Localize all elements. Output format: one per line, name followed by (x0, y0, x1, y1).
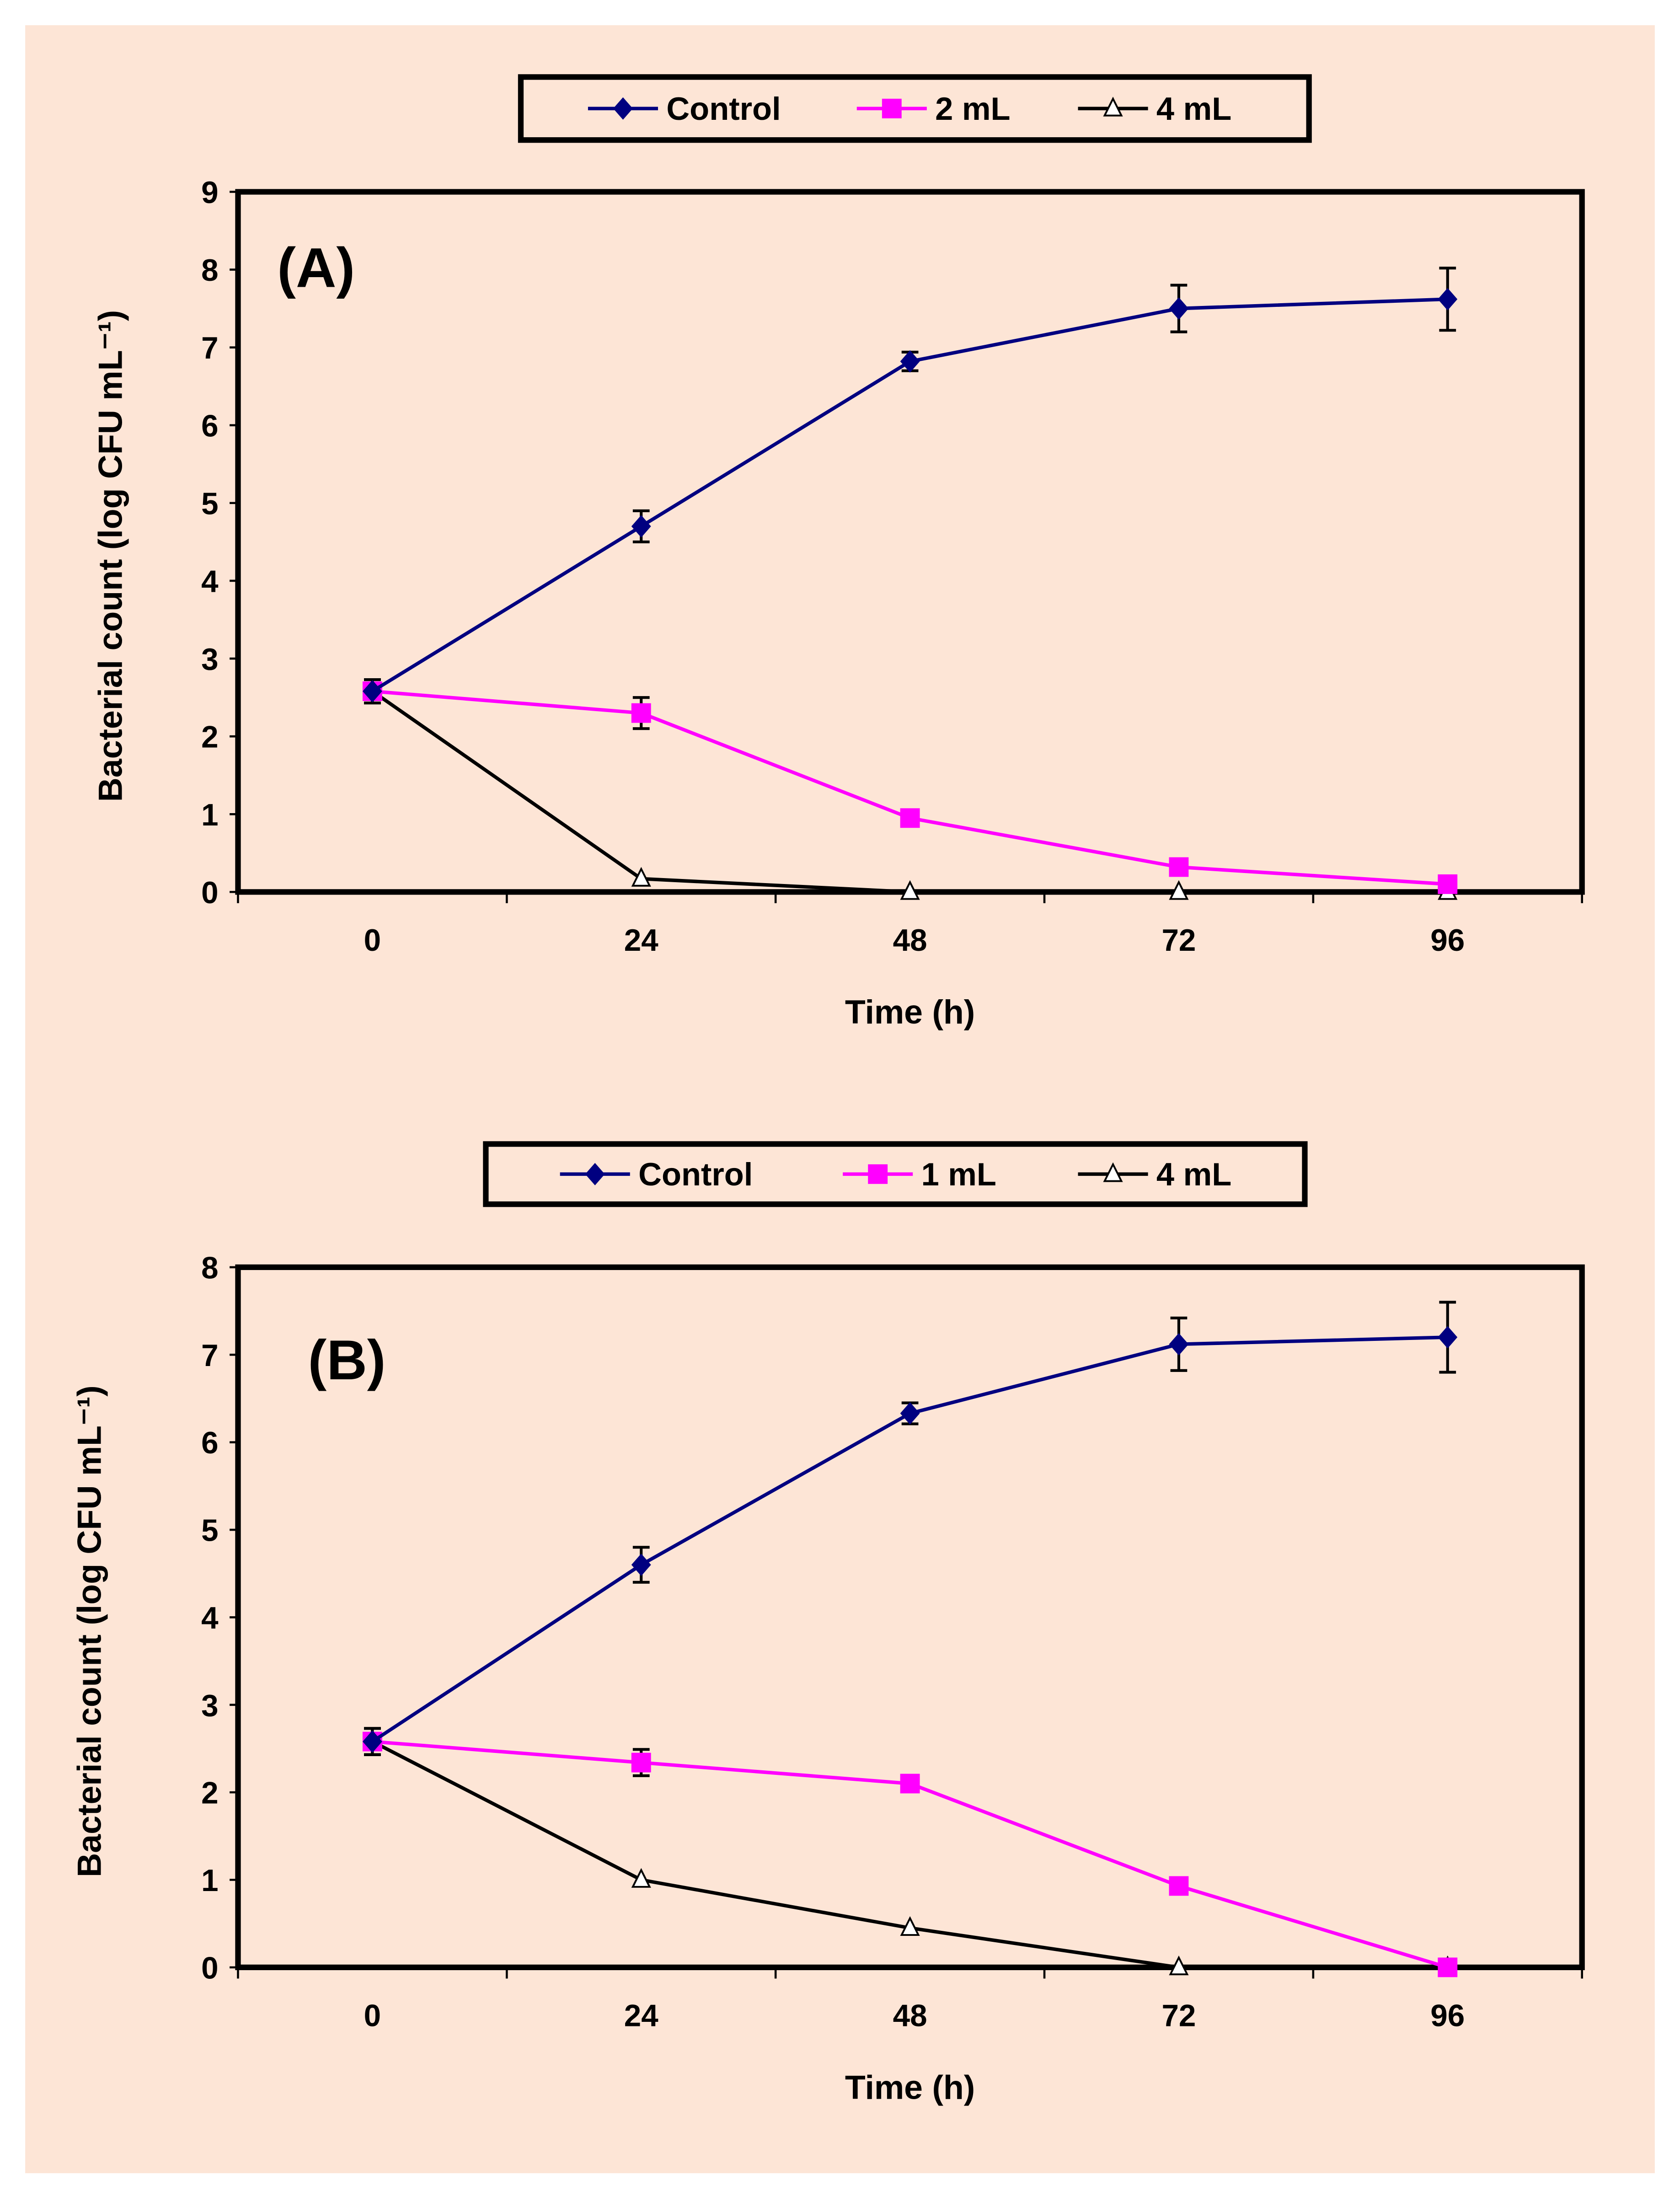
x-tick-label: 48 (893, 923, 927, 958)
legend: Control 2 mL 4 mL (518, 74, 1312, 143)
y-tick-label: 2 (201, 1776, 218, 1811)
y-axis-label: Bacterial count (log CFU mL⁻¹) (70, 1385, 108, 1877)
data-point-diamond-icon (1438, 288, 1458, 311)
y-tick-label: 0 (201, 876, 218, 910)
x-tick-label: 72 (1161, 1999, 1196, 2033)
y-tick-label: 9 (201, 176, 218, 210)
x-axis-label: Time (h) (845, 993, 975, 1031)
y-tick-label: 0 (201, 1951, 218, 1985)
data-point-diamond-icon (1169, 1333, 1189, 1356)
data-point-diamond-icon (362, 1730, 382, 1753)
data-point-triangle-icon (900, 1916, 920, 1936)
data-point-square-icon (1169, 857, 1189, 877)
x-tick-label: 24 (624, 923, 658, 958)
legend-marker-triangle-icon (1103, 96, 1123, 117)
data-point-triangle-icon (631, 1868, 651, 1888)
y-tick-label: 1 (201, 798, 218, 832)
x-tick-label: 96 (1430, 1999, 1465, 2033)
series-control (362, 1301, 1458, 1756)
data-point-diamond-icon (1169, 297, 1189, 320)
legend-marker-square-icon (882, 98, 902, 118)
series-1-ml (362, 1727, 1458, 1977)
y-tick-label: 8 (201, 1251, 218, 1285)
data-point-square-icon (1169, 1876, 1189, 1896)
y-tick-label: 1 (201, 1864, 218, 1898)
data-point-square-icon (1438, 874, 1458, 894)
y-tick-label: 4 (201, 1601, 219, 1635)
x-tick-label: 96 (1430, 923, 1465, 958)
data-point-square-icon (631, 703, 651, 723)
y-tick-label: 6 (201, 1426, 218, 1460)
y-tick-label: 3 (201, 1688, 218, 1723)
y-axis-label: Bacterial count (log CFU mL⁻¹) (91, 310, 129, 802)
legend-label: 2 mL (935, 91, 1010, 127)
y-tick-label: 2 (201, 720, 218, 755)
y-tick-label: 8 (201, 253, 218, 288)
x-tick-label: 48 (893, 1999, 927, 2033)
data-point-square-icon (900, 1774, 920, 1794)
legend-box (483, 1141, 1308, 1207)
legend-marker-square-icon (868, 1164, 888, 1184)
data-point-triangle-icon (1169, 1955, 1189, 1976)
legend-label: Control (666, 91, 781, 127)
legend-label: 4 mL (1156, 1156, 1231, 1192)
series-2-ml (362, 678, 1458, 894)
data-point-triangle-icon (631, 867, 651, 887)
chart-b: Control 1 mL 4 mL 0 1 2 3 4 5 6 7 8 0 24 48 72 96 Time (h… (70, 1141, 1585, 2106)
chart-a: Control 2 mL 4 mL 0 1 2 3 4 5 6 7 8 9 0 24 48 72 96 Time (… (91, 74, 1585, 1031)
legend-label: 1 mL (921, 1156, 996, 1192)
legend: Control 1 mL 4 mL (483, 1141, 1308, 1207)
data-point-diamond-icon (1438, 1326, 1458, 1349)
y-tick-label: 4 (201, 564, 219, 599)
data-point-diamond-icon (362, 680, 382, 703)
y-tick-label: 3 (201, 643, 218, 677)
y-tick-label: 7 (201, 1339, 218, 1373)
data-point-square-icon (631, 1752, 651, 1773)
data-point-triangle-icon (1169, 880, 1189, 900)
x-tick-label: 0 (364, 1999, 381, 2033)
y-tick-label: 6 (201, 409, 218, 443)
y-tick-label: 5 (201, 487, 218, 521)
data-point-triangle-icon (900, 880, 920, 900)
panel-label: (A) (277, 236, 355, 299)
y-tick-label: 7 (201, 331, 218, 365)
legend-box (518, 74, 1312, 143)
x-tick-label: 24 (624, 1999, 658, 2033)
figure-background (25, 25, 1655, 2173)
data-point-diamond-icon (900, 350, 920, 373)
x-tick-label: 0 (364, 923, 381, 958)
data-point-square-icon (1438, 1957, 1458, 1977)
data-point-diamond-icon (900, 1402, 920, 1425)
x-tick-label: 72 (1161, 923, 1196, 958)
legend-marker-triangle-icon (1103, 1162, 1123, 1182)
legend-label: 4 mL (1156, 91, 1231, 127)
y-tick-label: 5 (201, 1514, 218, 1548)
legend-label: Control (638, 1156, 753, 1192)
panel-label: (B) (308, 1329, 386, 1391)
data-point-square-icon (900, 808, 920, 828)
x-axis-label: Time (h) (845, 2068, 975, 2106)
